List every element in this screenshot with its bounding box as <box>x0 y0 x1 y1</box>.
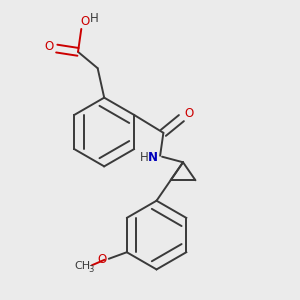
Text: CH: CH <box>75 261 91 271</box>
Text: N: N <box>148 151 158 164</box>
Text: O: O <box>184 107 193 120</box>
Text: O: O <box>44 40 53 53</box>
Text: O: O <box>97 253 106 266</box>
Text: O: O <box>80 15 89 28</box>
Text: H: H <box>140 151 149 164</box>
Text: H: H <box>90 12 99 25</box>
Text: 3: 3 <box>88 265 94 274</box>
